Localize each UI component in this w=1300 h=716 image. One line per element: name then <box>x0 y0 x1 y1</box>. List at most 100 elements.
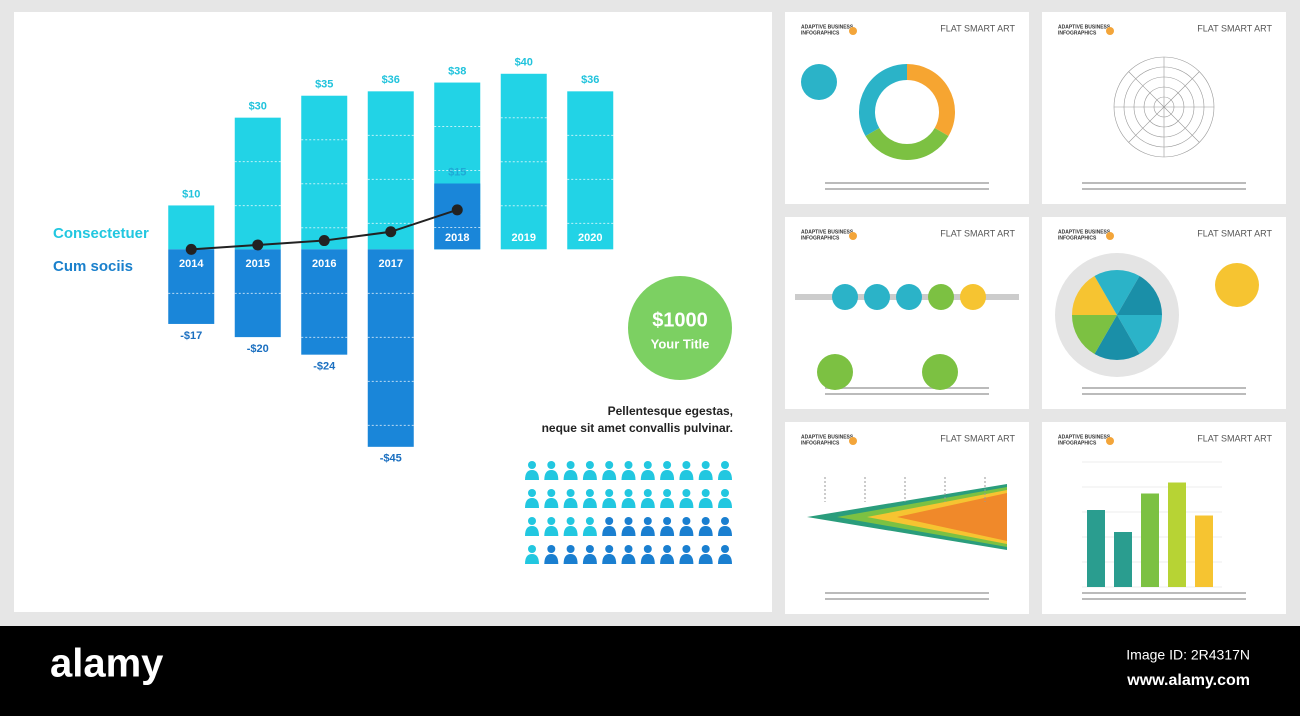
bar <box>434 183 481 250</box>
person-body <box>698 526 713 536</box>
thumbnail-brand: INFOGRAPHICS <box>801 30 840 36</box>
bar <box>500 73 547 250</box>
person-body <box>660 470 675 480</box>
x-tick-label: 2018 <box>445 232 469 244</box>
thumbnail-brand: ADAPTIVE BUSINESS <box>801 434 854 440</box>
person-body <box>563 554 578 564</box>
person-body <box>544 470 559 480</box>
thumbnail-header: FLAT SMART ART <box>940 433 1015 443</box>
person-body <box>679 554 694 564</box>
person-body <box>525 498 539 508</box>
thumbnail <box>785 12 1029 204</box>
radar-spoke <box>1128 71 1165 108</box>
person-head <box>682 517 691 525</box>
cycle-arc <box>906 64 955 136</box>
person-head <box>624 461 633 469</box>
person-head <box>663 461 672 469</box>
person-body <box>525 526 539 536</box>
value-label: $36 <box>382 74 400 86</box>
caption: Pellentesque egestas, <box>608 404 733 418</box>
person-head <box>663 489 672 497</box>
person-head <box>566 545 575 553</box>
bar <box>234 117 281 250</box>
value-label: -$17 <box>180 330 202 342</box>
thumbnail-brand: ADAPTIVE BUSINESS <box>801 229 854 235</box>
legend-label: Cum sociis <box>53 258 133 275</box>
text-placeholder <box>1082 592 1246 594</box>
bar <box>367 91 414 250</box>
person-body <box>544 554 559 564</box>
bar <box>301 249 348 355</box>
thumbnail-brand: ADAPTIVE BUSINESS <box>1058 24 1111 30</box>
brand-icon <box>849 437 857 445</box>
x-tick-label: 2017 <box>379 258 403 270</box>
brand-icon <box>1106 437 1114 445</box>
value-label: -$20 <box>247 343 269 355</box>
person-body <box>563 470 578 480</box>
person-head <box>605 517 614 525</box>
person-head <box>547 545 556 553</box>
person-head <box>566 461 575 469</box>
radar-spoke <box>1163 106 1200 143</box>
wheel-slice <box>1094 270 1140 315</box>
person-body <box>544 498 559 508</box>
person-head <box>701 517 710 525</box>
person-head <box>643 489 652 497</box>
person-head <box>663 545 672 553</box>
wheel-slice <box>1094 315 1140 360</box>
person-head <box>547 517 556 525</box>
person-head <box>585 545 594 553</box>
person-body <box>718 470 732 480</box>
person-head <box>585 489 594 497</box>
avatar <box>817 354 853 390</box>
person-body <box>582 498 597 508</box>
footer-url: www.alamy.com <box>1126 672 1250 689</box>
thumbnail-brand: INFOGRAPHICS <box>1058 30 1097 36</box>
person-body <box>640 470 655 480</box>
text-placeholder <box>1082 393 1246 395</box>
person-body <box>602 554 617 564</box>
thumbnail-brand: INFOGRAPHICS <box>1058 440 1097 446</box>
caption: neque sit amet convallis pulvinar. <box>542 421 733 435</box>
value-label: $38 <box>448 65 466 77</box>
value-label: $10 <box>182 188 200 200</box>
person-body <box>602 470 617 480</box>
person-head <box>585 517 594 525</box>
x-tick-label: 2014 <box>179 258 204 270</box>
person-head <box>566 489 575 497</box>
thumb-bar <box>1114 532 1132 587</box>
radar-spoke <box>1128 106 1165 143</box>
person-body <box>640 526 655 536</box>
badge-value: $1000 <box>652 309 708 331</box>
person-head <box>624 489 633 497</box>
avatar <box>922 354 958 390</box>
step <box>864 284 890 310</box>
person-head <box>701 489 710 497</box>
person-head <box>566 517 575 525</box>
text-placeholder <box>825 393 989 395</box>
person-body <box>602 498 617 508</box>
person-body <box>582 554 597 564</box>
thumbnail-brand: INFOGRAPHICS <box>801 440 840 446</box>
thumbnail-brand: ADAPTIVE BUSINESS <box>1058 229 1111 235</box>
value-label: $30 <box>249 101 267 113</box>
person-head <box>721 461 729 469</box>
person-body <box>563 498 578 508</box>
x-tick-label: 2016 <box>312 258 336 270</box>
cycle-arc <box>865 127 949 160</box>
person-body <box>698 554 713 564</box>
person-body <box>640 554 655 564</box>
text-placeholder <box>825 598 989 600</box>
person-head <box>624 545 633 553</box>
x-tick-label: 2020 <box>578 232 602 244</box>
person-body <box>640 498 655 508</box>
person-body <box>544 526 559 536</box>
person-body <box>698 470 713 480</box>
person-head <box>547 489 556 497</box>
person-head <box>643 461 652 469</box>
value-label: $40 <box>515 57 533 69</box>
thumbnail-header: FLAT SMART ART <box>940 228 1015 238</box>
person-body <box>563 526 578 536</box>
bar <box>567 91 614 250</box>
person-body <box>679 470 694 480</box>
